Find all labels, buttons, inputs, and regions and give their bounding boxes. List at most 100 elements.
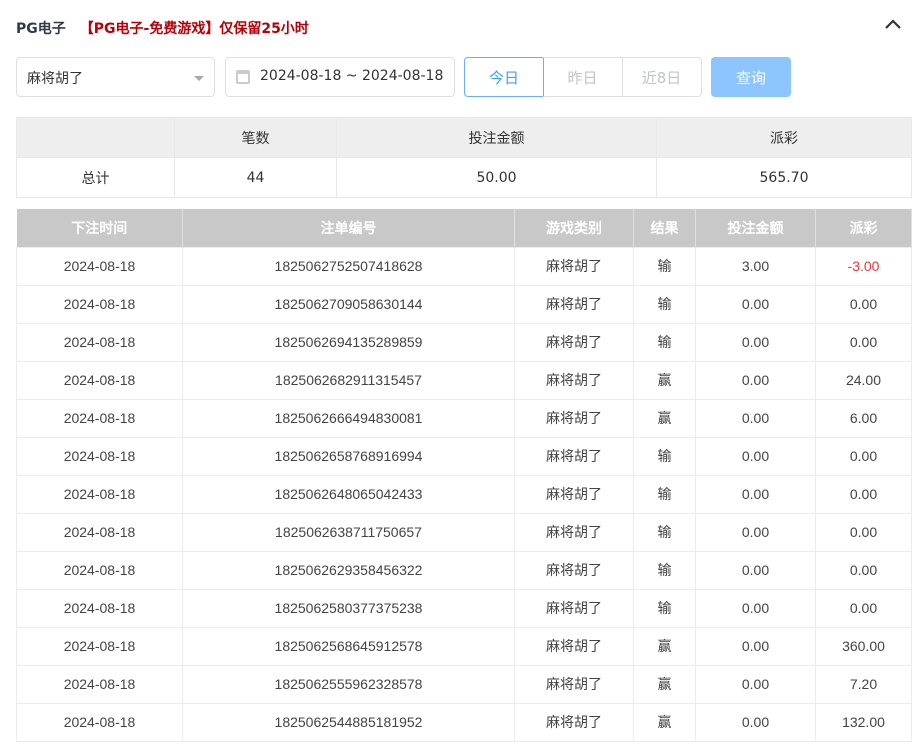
table-cell: 2024-08-18 [16,626,183,666]
table-cell: 1825062709058630144 [182,284,515,324]
summary-table: 笔数 投注金额 派彩 总计 44 50.00 565.70 [16,117,912,198]
table-cell: 1825062666494830081 [182,398,515,438]
table-cell: 1825062568645912578 [182,626,515,666]
table-cell: 麻将胡了 [514,246,634,286]
summary-row: 总计 44 50.00 565.70 [16,157,912,198]
table-cell: 0.00 [695,284,816,324]
game-select[interactable]: 麻将胡了 [16,57,215,97]
table-header: 下注时间 注单编号 游戏类别 结果 投注金额 派彩 [16,209,912,247]
date-range-picker[interactable]: 2024-08-18 ~ 2024-08-18 [225,57,455,97]
table-cell: 0.00 [815,512,912,552]
table-row: 2024-08-18 1825062580377375238 麻将胡了输 0.00 0.… [16,588,912,628]
table-row: 2024-08-18 1825062666494830081 麻将胡了赢 0.00 6.… [16,398,912,438]
page-title: PG电子 [16,21,66,37]
table-cell: 麻将胡了 [514,474,634,514]
table-cell: 输 [633,436,696,476]
today-button[interactable]: 今日 [464,57,544,97]
table-cell: 2024-08-18 [16,550,183,590]
last-8-days-button[interactable]: 近8日 [622,57,702,97]
table-row: 2024-08-18 1825062568645912578 麻将胡了赢 0.00 36… [16,626,912,666]
table-cell: 2024-08-18 [16,474,183,514]
yesterday-button[interactable]: 昨日 [543,57,623,97]
table-row: 2024-08-18 1825062638711750657 麻将胡了输 0.00 0.… [16,512,912,552]
table-cell: 赢 [633,702,696,742]
table-cell: 麻将胡了 [514,398,634,438]
table-cell: 输 [633,246,696,286]
bet-records-table: 下注时间 注单编号 游戏类别 结果 投注金额 派彩 2024-08-18 182506275… [16,209,912,742]
table-row: 2024-08-18 1825062629358456322 麻将胡了输 0.00 0.… [16,550,912,590]
table-row: 2024-08-18 1825062648065042433 麻将胡了输 0.00 0.… [16,474,912,514]
table-cell: 1825062752507418628 [182,246,515,286]
column-header[interactable]: 结果 [633,209,696,247]
table-cell: 6.00 [815,398,912,438]
table-cell: 0.00 [695,512,816,552]
table-cell: 麻将胡了 [514,550,634,590]
table-row: 2024-08-18 1825062709058630144 麻将胡了输 0.00 0.… [16,284,912,324]
table-cell: 输 [633,474,696,514]
notice-text: 【PG电子-免费游戏】仅保留25小时 [79,21,309,37]
table-cell: 0.00 [695,398,816,438]
table-cell: 7.20 [815,664,912,704]
table-cell: 1825062638711750657 [182,512,515,552]
table-row: 2024-08-18 1825062752507418628 麻将胡了输 3.00 -3… [16,246,912,286]
table-cell: 赢 [633,664,696,704]
table-cell: 0.00 [815,284,912,324]
table-cell: 0.00 [695,626,816,666]
table-cell: 麻将胡了 [514,436,634,476]
table-cell: 输 [633,512,696,552]
table-row: 2024-08-18 1825062555962328578 麻将胡了赢 0.00 7.… [16,664,912,704]
table-cell: 麻将胡了 [514,664,634,704]
table-cell: 0.00 [695,360,816,400]
table-cell: 2024-08-18 [16,284,183,324]
table-cell: 麻将胡了 [514,284,634,324]
table-row: 2024-08-18 1825062658768916994 麻将胡了输 0.00 0.… [16,436,912,476]
summary-cell: 50.00 [336,157,657,198]
table-cell: 麻将胡了 [514,360,634,400]
column-header[interactable]: 派彩 [815,209,912,247]
table-cell: 132.00 [815,702,912,742]
game-select-value: 麻将胡了 [27,71,83,87]
column-header[interactable]: 游戏类别 [514,209,634,247]
column-header[interactable]: 投注金额 [695,209,816,247]
date-range-value: 2024-08-18 ~ 2024-08-18 [260,68,444,84]
table-cell: 2024-08-18 [16,664,183,704]
summary-header-cell: 投注金额 [336,117,657,158]
summary-header-cell: 笔数 [174,117,337,158]
chevron-up-icon[interactable] [883,16,903,32]
caret-down-icon [194,76,204,81]
table-cell: 24.00 [815,360,912,400]
table-cell: 2024-08-18 [16,512,183,552]
table-cell: 0.00 [695,474,816,514]
table-cell: 输 [633,322,696,362]
summary-header: 笔数 投注金额 派彩 [16,117,912,158]
table-cell: 0.00 [695,702,816,742]
table-cell: 赢 [633,626,696,666]
query-button[interactable]: 查询 [711,57,791,97]
summary-cell: 总计 [16,157,175,198]
table-cell: 2024-08-18 [16,360,183,400]
table-cell: 2024-08-18 [16,588,183,628]
table-cell: 2024-08-18 [16,398,183,438]
table-cell: 赢 [633,398,696,438]
table-cell: 0.00 [695,322,816,362]
table-row: 2024-08-18 1825062544885181952 麻将胡了赢 0.00 13… [16,702,912,742]
table-cell: 1825062555962328578 [182,664,515,704]
table-cell: 1825062694135289859 [182,322,515,362]
summary-header-cell [16,117,175,158]
table-cell: 3.00 [695,246,816,286]
table-cell: 0.00 [815,550,912,590]
table-cell: 麻将胡了 [514,626,634,666]
table-cell: 0.00 [695,588,816,628]
table-cell: 麻将胡了 [514,588,634,628]
table-cell: 2024-08-18 [16,702,183,742]
table-cell: 0.00 [695,436,816,476]
calendar-icon [236,70,250,84]
column-header[interactable]: 注单编号 [182,209,515,247]
table-cell: -3.00 [815,246,912,286]
table-cell: 2024-08-18 [16,436,183,476]
column-header[interactable]: 下注时间 [16,209,183,247]
header: PG电子 【PG电子-免费游戏】仅保留25小时 [16,18,309,38]
table-cell: 0.00 [695,550,816,590]
table-cell: 2024-08-18 [16,246,183,286]
table-cell: 0.00 [695,664,816,704]
